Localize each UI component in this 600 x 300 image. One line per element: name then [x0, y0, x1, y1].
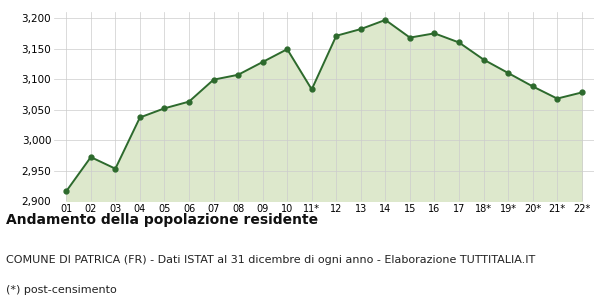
Text: (*) post-censimento: (*) post-censimento [6, 285, 117, 295]
Text: Andamento della popolazione residente: Andamento della popolazione residente [6, 213, 318, 227]
Text: COMUNE DI PATRICA (FR) - Dati ISTAT al 31 dicembre di ogni anno - Elaborazione T: COMUNE DI PATRICA (FR) - Dati ISTAT al 3… [6, 255, 535, 265]
